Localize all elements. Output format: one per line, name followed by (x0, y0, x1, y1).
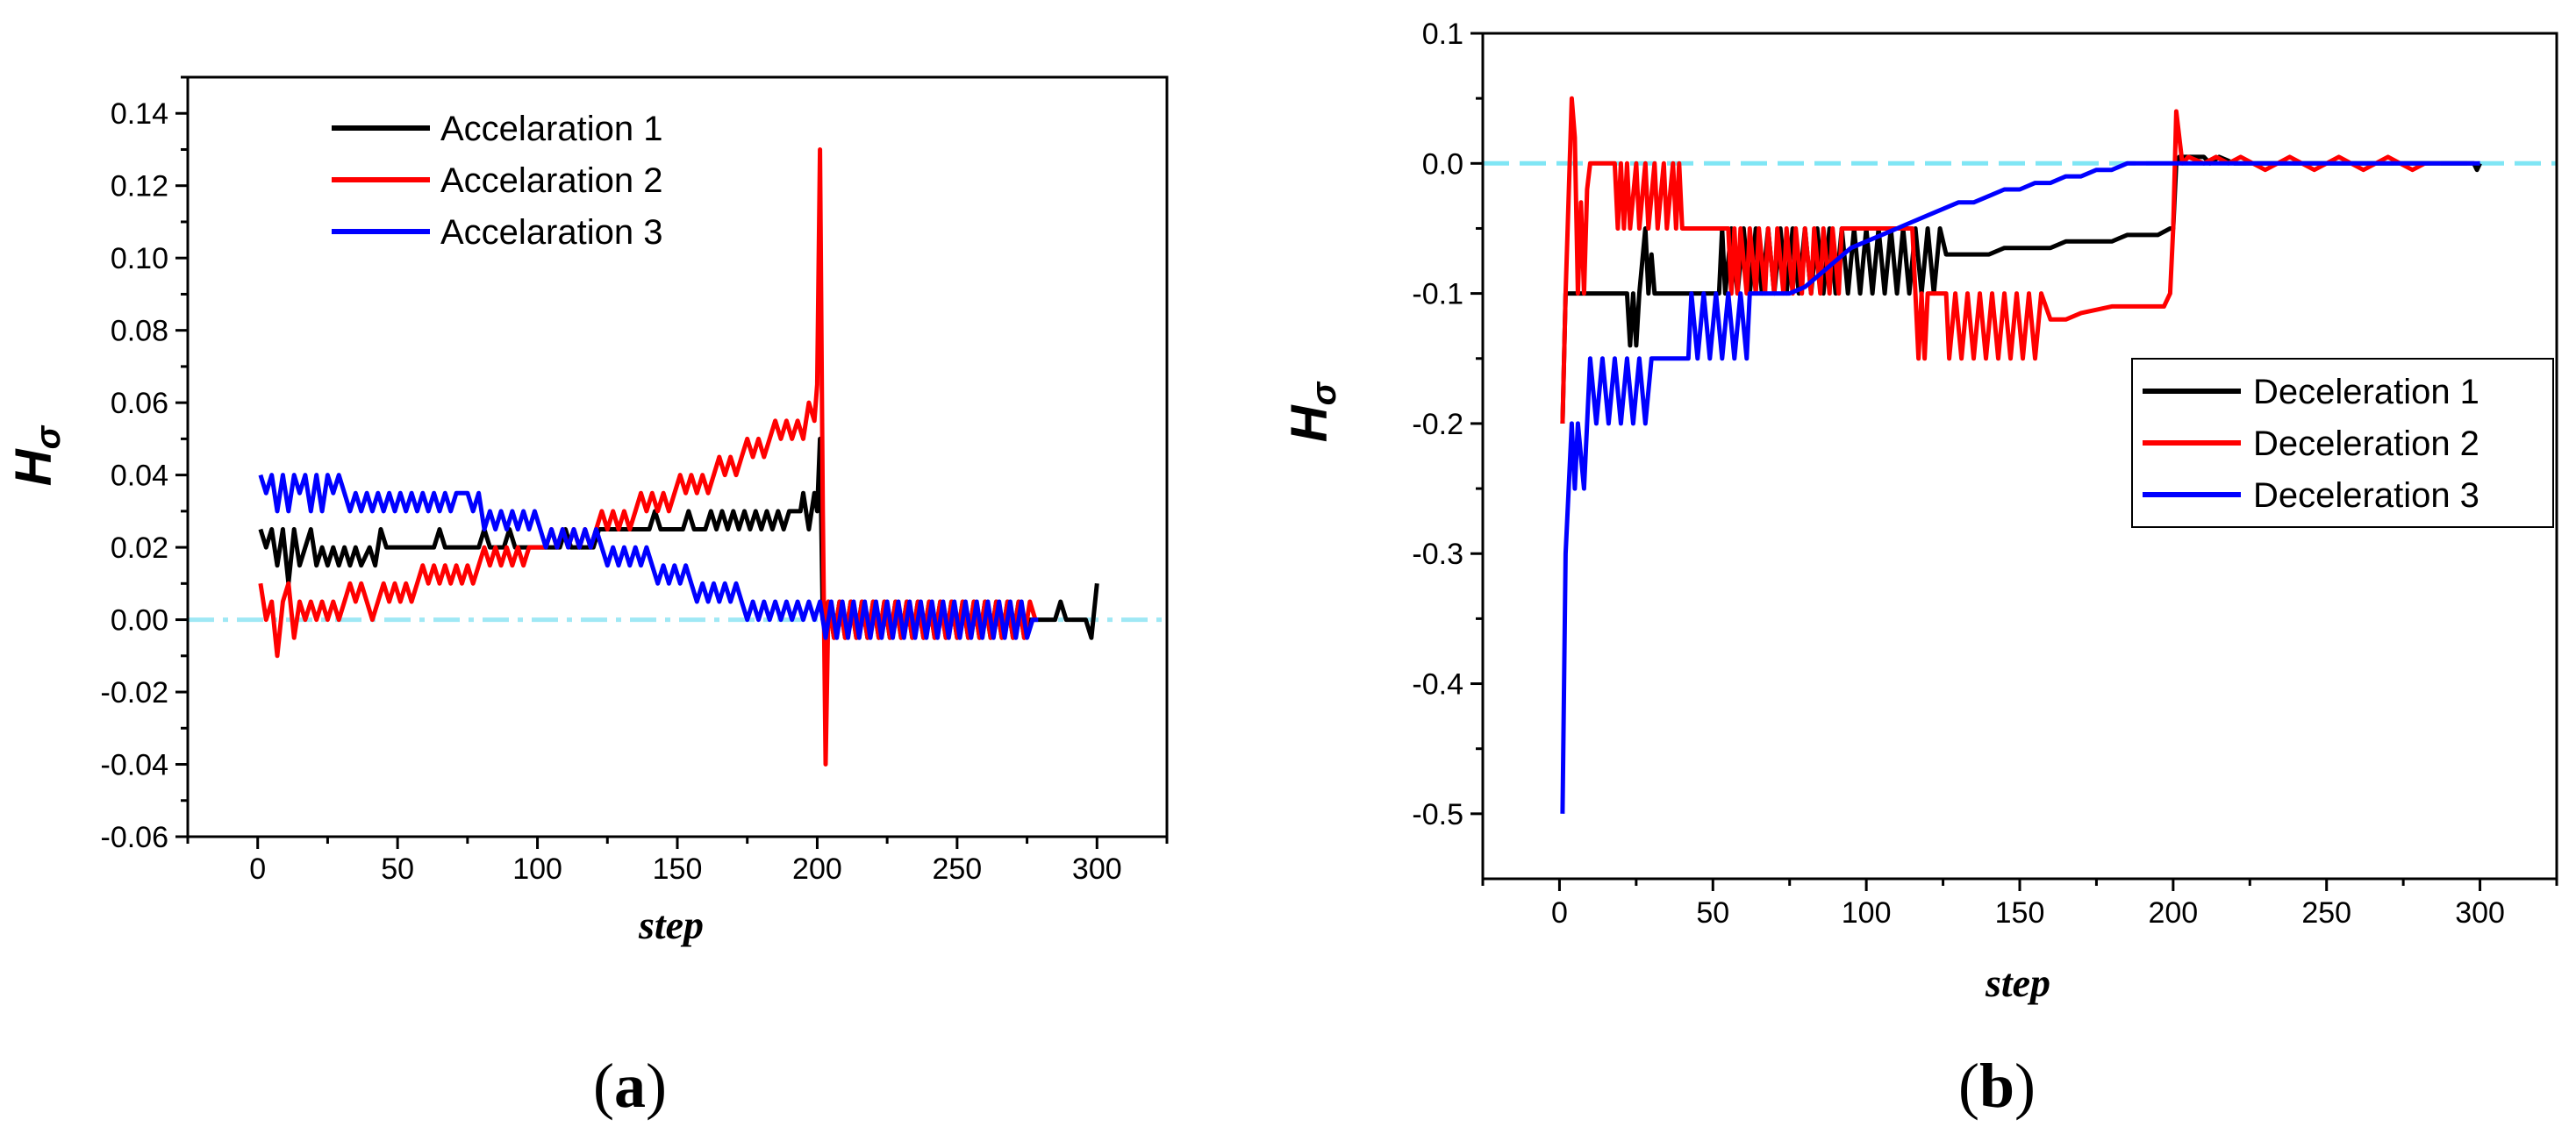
legend: Deceleration 1 Deceleration 2 Decelerati… (2131, 358, 2554, 528)
x-tick-label: 100 (1842, 896, 1892, 930)
y-tick-label: 0.08 (111, 315, 168, 348)
series-line-2 (258, 147, 1038, 767)
y-axis-title: Hσ (1281, 381, 1343, 442)
x-axis-title: step (1985, 960, 2050, 1005)
panel-label: (a) (593, 1051, 667, 1121)
legend-label: Accelaration 1 (440, 110, 662, 148)
y-tick-label: 0.1 (1422, 18, 1463, 51)
legend-label: Deceleration 1 (2253, 373, 2479, 411)
y-axis-title-main: H (5, 448, 62, 486)
legend-label: Deceleration 2 (2253, 424, 2479, 463)
y-tick-label: -0.5 (1412, 798, 1463, 831)
x-tick-label: 250 (2301, 896, 2351, 930)
x-tick-label: 150 (1995, 896, 2045, 930)
y-tick-label: -0.04 (101, 749, 169, 782)
x-tick-label: 300 (1072, 852, 1122, 886)
series-line-3 (258, 473, 1039, 640)
y-axis: -0.5 -0.4 -0.3 -0.2 -0.1 0.0 0.1 (1412, 18, 1483, 831)
x-tick-label: 50 (1696, 896, 1729, 930)
y-axis: -0.06 -0.04 -0.02 0.00 0.02 0.04 0.06 0.08 0.10 0… (101, 75, 188, 854)
y-axis-title: Hσ (5, 424, 68, 486)
x-tick-label: 250 (932, 852, 982, 886)
y-tick-label: 0.0 (1422, 147, 1463, 181)
panel-label: (b) (1958, 1051, 2036, 1121)
x-tick-label: 0 (249, 852, 266, 886)
svg-text:Hσ: Hσ (1281, 381, 1343, 442)
y-tick-label: -0.4 (1412, 668, 1463, 702)
x-axis: 0 50 100 150 200 250 300 (186, 837, 1169, 886)
y-tick-label: 0.14 (111, 97, 168, 131)
y-tick-label: -0.3 (1412, 538, 1463, 571)
x-tick-label: 100 (512, 852, 562, 886)
y-axis-title-subscript: σ (29, 424, 68, 449)
y-tick-label: -0.02 (101, 676, 169, 710)
legend-label: Deceleration 3 (2253, 476, 2479, 515)
panel-a: 0 50 100 150 200 250 300 -0.06 -0.04 -0.02 0.00 0.… (5, 75, 1169, 1121)
svg-text:Hσ: Hσ (5, 424, 68, 486)
y-tick-label: 0.10 (111, 242, 168, 275)
y-axis-title-subscript: σ (1305, 381, 1343, 405)
series-group (1560, 96, 2482, 814)
y-axis-title-main: H (1281, 404, 1338, 442)
x-tick-label: 200 (792, 852, 842, 886)
y-tick-label: -0.06 (101, 821, 169, 854)
legend-label: Accelaration 2 (440, 161, 662, 200)
panel-b: 0 50 100 150 200 250 300 -0.5 -0.4 -0.3 -0.2 -0.1 0… (1281, 18, 2558, 1121)
legend-label: Accelaration 3 (440, 213, 662, 252)
series-group (258, 147, 1099, 767)
x-tick-label: 300 (2455, 896, 2505, 930)
y-tick-label: -0.1 (1412, 278, 1463, 311)
x-tick-label: 200 (2148, 896, 2198, 930)
x-axis-title: step (638, 902, 704, 947)
y-tick-label: 0.06 (111, 387, 168, 420)
y-tick-label: 0.02 (111, 531, 168, 565)
y-tick-label: -0.2 (1412, 408, 1463, 441)
y-tick-label: 0.00 (111, 604, 168, 638)
y-tick-label: 0.04 (111, 460, 168, 493)
x-tick-label: 0 (1551, 896, 1568, 930)
y-tick-label: 0.12 (111, 170, 168, 203)
series-line-3 (1560, 160, 2480, 814)
legend: Accelaration 1 Accelaration 2 Accelarati… (332, 110, 662, 252)
plot-frame (186, 75, 1169, 838)
x-tick-label: 150 (653, 852, 703, 886)
x-axis: 0 50 100 150 200 250 300 (1481, 879, 2558, 930)
x-tick-label: 50 (381, 852, 414, 886)
